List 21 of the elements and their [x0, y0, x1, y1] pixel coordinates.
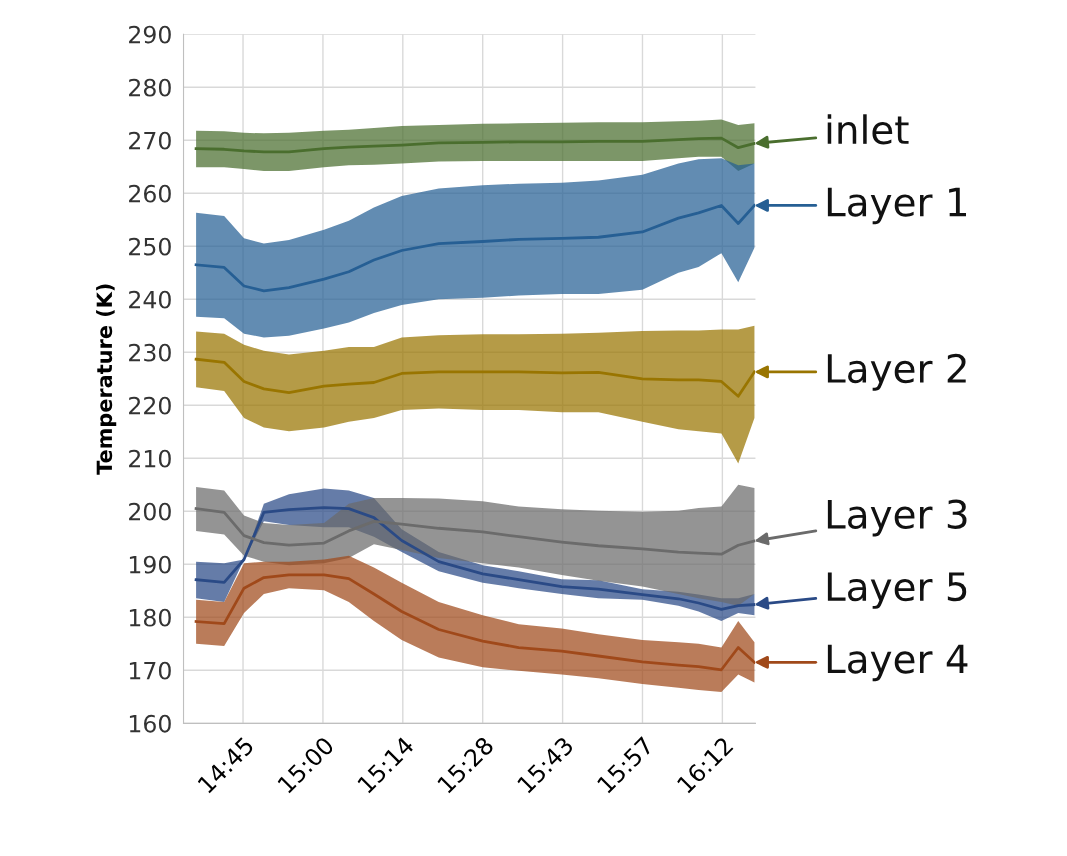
legend-label: Layer 1	[827, 187, 966, 225]
y-tick-label: 270	[129, 131, 171, 150]
y-tick-label: 230	[129, 343, 171, 362]
y-axis-title: Temperature (K)	[96, 284, 117, 475]
y-tick-label: 260	[129, 184, 171, 203]
y-tick-label: 290	[129, 25, 171, 44]
y-tick-label: 220	[129, 396, 171, 415]
legend-label: Layer 5	[827, 572, 967, 609]
legend-label: Layer 4	[827, 644, 968, 682]
y-tick-label: 200	[129, 502, 171, 521]
y-tick-label: 250	[129, 237, 171, 256]
y-tick-label: 280	[129, 78, 171, 97]
legend-label: Layer 3	[827, 499, 967, 537]
legend-label: inlet	[827, 114, 909, 145]
y-tick-label: 190	[129, 555, 171, 574]
y-tick-label: 180	[129, 608, 171, 627]
legend-label: Layer 2	[827, 353, 966, 391]
y-tick-label: 170	[129, 661, 171, 680]
y-tick-label: 210	[129, 449, 171, 468]
y-tick-label: 240	[129, 290, 171, 309]
y-tick-label: 160	[129, 714, 171, 733]
